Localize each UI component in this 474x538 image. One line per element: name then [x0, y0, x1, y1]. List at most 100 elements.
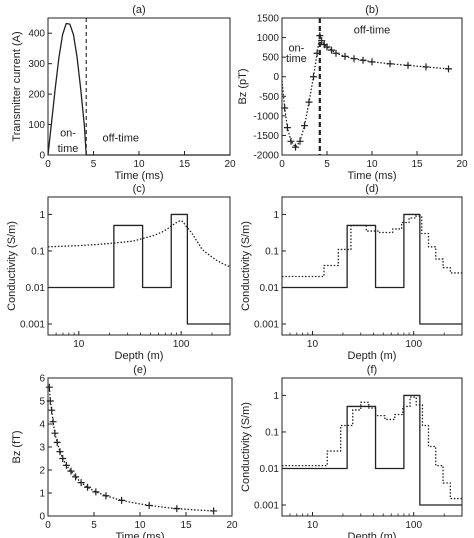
- annotation-a-1: time: [58, 143, 79, 155]
- y-axis-label-d: Conductivity (S/m): [240, 221, 252, 311]
- y-tick-label-b-6: 1000: [257, 33, 280, 44]
- panel-f: (f) 10 100 0.001 0.01 0.1 1 Depth (m) Conductivi…: [240, 364, 463, 538]
- marker-e-6: [56, 448, 64, 456]
- panel-b: (b) 0 5 10 15 20 -2000 -1500 -1000 -500 0 500 1000 15…: [237, 4, 468, 182]
- y-tick-label-a-0: 0: [39, 151, 45, 162]
- marker-b-5: [301, 122, 308, 130]
- y-tick-label-f-2: 0.1: [265, 427, 279, 438]
- marker-b-14: [332, 49, 340, 57]
- marker-e-1: [46, 397, 54, 405]
- marker-b-12: [323, 43, 331, 51]
- marker-e-13: [92, 488, 100, 496]
- panel-d: (d) 10 100 0.001 0.01 0.1 1 Depth (m) Conductivi…: [240, 183, 463, 362]
- y-tick-label-e-0: 0: [39, 512, 45, 523]
- series-b-0: [281, 34, 449, 148]
- series-c-0: [48, 213, 230, 325]
- x-tick-label-e-0: 0: [45, 520, 51, 531]
- annotation-a-0: on-: [60, 128, 76, 140]
- panel-label-b: (b): [365, 4, 378, 16]
- x-tick-label-b-1: 5: [324, 159, 330, 170]
- marker-e-16: [145, 501, 153, 509]
- plot-frame-d: [281, 196, 463, 336]
- y-tick-label-d-0: 0.001: [254, 320, 279, 331]
- y-tick-label-d-1: 0.01: [260, 283, 280, 294]
- y-tick-label-c-2: 0.1: [31, 246, 45, 257]
- y-tick-label-e-3: 3: [39, 443, 45, 454]
- marker-b-2: [287, 137, 295, 145]
- y-tick-label-d-3: 1: [273, 210, 279, 221]
- x-tick-label-b-2: 10: [366, 159, 378, 170]
- y-tick-label-f-3: 1: [273, 391, 279, 402]
- marker-b-10: [318, 37, 326, 45]
- y-tick-label-b-7: 1500: [257, 14, 280, 25]
- plot-frame-b: [281, 17, 463, 156]
- y-tick-label-a-3: 300: [28, 59, 45, 70]
- x-tick-label-f-1: 100: [405, 520, 422, 531]
- x-tick-label-a-2: 10: [133, 159, 145, 170]
- marker-e-4: [51, 429, 59, 437]
- marker-b-1: [283, 124, 291, 132]
- x-tick-label-e-3: 15: [180, 520, 192, 531]
- marker-b-4: [296, 137, 304, 145]
- annotation-b-0: on-: [288, 42, 304, 54]
- marker-b-7: [310, 73, 317, 81]
- y-tick-label-a-1: 100: [28, 120, 45, 131]
- y-axis-label-f: Conductivity (S/m): [240, 402, 252, 492]
- panel-c: (c) 10 100 0.001 0.01 0.1 1 Depth (m) Conductivi…: [6, 183, 231, 362]
- marker-e-14: [102, 492, 110, 500]
- y-tick-label-f-1: 0.01: [260, 464, 280, 475]
- marker-b-20: [404, 61, 412, 69]
- x-tick-label-a-4: 20: [224, 159, 236, 170]
- y-tick-label-a-4: 400: [28, 29, 45, 40]
- y-tick-label-e-6: 6: [39, 374, 45, 385]
- marker-b-0: [281, 104, 289, 112]
- x-tick-label-c-1: 100: [173, 339, 190, 350]
- x-tick-label-b-4: 20: [456, 159, 468, 170]
- y-tick-label-f-0: 0.001: [254, 501, 279, 512]
- x-tick-label-b-0: 0: [279, 159, 285, 170]
- marker-b-19: [386, 60, 394, 68]
- marker-e-12: [84, 483, 92, 491]
- marker-e-0: [45, 383, 53, 391]
- x-tick-label-a-3: 15: [179, 159, 191, 170]
- x-axis-label-e: Time (ms): [115, 531, 164, 538]
- y-tick-label-e-4: 4: [39, 420, 45, 431]
- marker-e-17: [173, 505, 181, 513]
- x-axis-label-b: Time (ms): [347, 170, 396, 182]
- series-f-1: [282, 396, 462, 500]
- panel-label-c: (c): [133, 183, 146, 195]
- x-axis-label-a: Time (ms): [114, 170, 163, 182]
- x-axis-label-d: Depth (m): [348, 350, 397, 362]
- x-tick-label-a-0: 0: [45, 159, 51, 170]
- y-tick-label-b-0: -2000: [253, 151, 279, 162]
- x-tick-label-f-0: 10: [307, 520, 319, 531]
- panel-e: (e) 0 5 10 15 20 0 1 2 3 4 5 6 Time (ms) Bz (fT): [11, 364, 238, 538]
- marker-b-3: [292, 143, 299, 151]
- plot-frame-e: [47, 377, 233, 517]
- y-tick-label-c-3: 1: [39, 210, 45, 221]
- annotation-b-1: time: [286, 53, 307, 65]
- marker-e-11: [77, 479, 85, 487]
- y-tick-label-b-4: 0: [273, 72, 279, 83]
- marker-b-21: [422, 63, 430, 71]
- y-axis-label-a: Transmitter current (A): [11, 31, 23, 141]
- marker-e-15: [118, 496, 126, 504]
- annotation-a-2: off-time: [103, 132, 139, 144]
- marker-b-16: [350, 55, 358, 63]
- y-tick-label-b-3: -500: [259, 92, 279, 103]
- y-tick-label-b-2: -1000: [253, 111, 279, 122]
- x-axis-label-f: Depth (m): [348, 531, 397, 538]
- marker-e-5: [53, 438, 61, 446]
- annotation-b-2: off-time: [354, 25, 390, 37]
- y-axis-label-b: Bz (pT): [237, 68, 249, 104]
- x-tick-label-e-2: 10: [134, 520, 146, 531]
- marker-b-13: [328, 46, 335, 54]
- marker-e-3: [49, 418, 57, 426]
- series-d-1: [282, 215, 462, 278]
- marker-e-2: [48, 406, 56, 414]
- panel-label-f: (f): [367, 364, 377, 376]
- marker-e-18: [210, 507, 218, 515]
- y-tick-label-d-2: 0.1: [265, 246, 279, 257]
- y-tick-label-e-5: 5: [39, 397, 45, 408]
- series-d-0: [282, 213, 462, 325]
